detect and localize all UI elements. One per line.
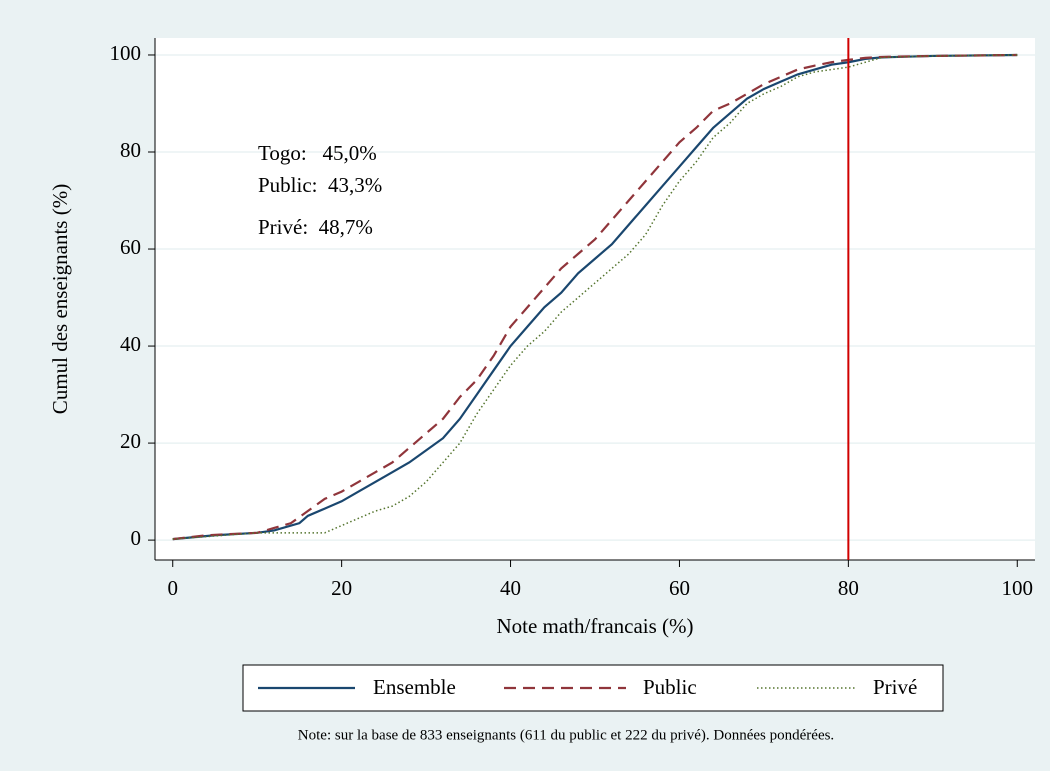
annotation: Privé: 48,7%: [258, 215, 373, 239]
x-tick-label: 20: [331, 576, 352, 600]
plot-area: [155, 38, 1035, 560]
x-axis-title: Note math/francais (%): [496, 614, 693, 638]
legend-label: Public: [643, 675, 697, 699]
y-tick-label: 20: [120, 429, 141, 453]
y-tick-label: 40: [120, 332, 141, 356]
annotation: Togo: 45,0%: [258, 141, 377, 165]
note: Note: sur la base de 833 enseignants (61…: [298, 727, 834, 743]
y-tick-label: 60: [120, 235, 141, 259]
annotation: Public: 43,3%: [258, 173, 382, 197]
y-axis-title: Cumul des enseignants (%): [48, 184, 72, 414]
x-tick-label: 100: [1002, 576, 1034, 600]
line: [172, 53, 1018, 541]
x-tick-label: 80: [838, 576, 859, 600]
x-tick-label: 60: [669, 576, 690, 600]
line: [172, 54, 1018, 540]
legend-label: Privé: [873, 675, 917, 699]
legend-label: Ensemble: [373, 675, 456, 699]
y-tick-label: 0: [131, 526, 142, 550]
line: [172, 53, 1018, 541]
y-tick-label: 100: [110, 41, 142, 65]
x-tick-label: 40: [500, 576, 521, 600]
y-tick-label: 80: [120, 138, 141, 162]
x-tick-label: 0: [167, 576, 178, 600]
